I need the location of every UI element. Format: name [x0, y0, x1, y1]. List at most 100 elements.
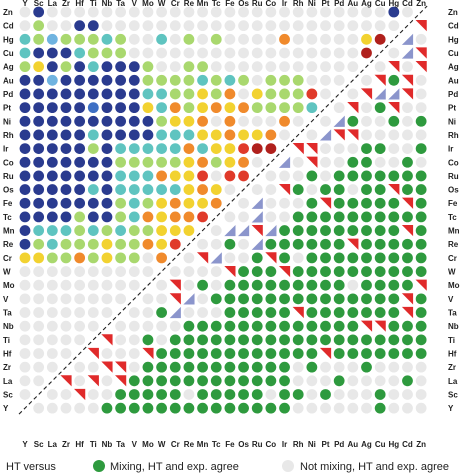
cell-triangle-blue — [183, 293, 195, 305]
cell-circle — [224, 47, 236, 59]
cell-circle — [292, 6, 304, 18]
cell-circle — [402, 375, 413, 387]
cell-circle — [183, 88, 195, 100]
cell-circle — [333, 225, 345, 236]
cell-circle — [87, 184, 99, 195]
cell-circle — [101, 197, 113, 209]
cell-circle — [33, 320, 45, 332]
cell-circle — [19, 170, 31, 182]
cell-circle — [265, 115, 277, 127]
x-tick-label-top: Co — [266, 0, 277, 8]
cell-circle — [238, 279, 249, 291]
cell-circle — [169, 184, 181, 195]
cell-circle — [197, 33, 208, 45]
cell-circle — [347, 211, 359, 223]
cell-circle — [224, 6, 236, 18]
cell-circle — [347, 47, 359, 59]
cell-circle — [210, 33, 222, 45]
cell-circle — [87, 33, 99, 45]
cell-circle — [347, 6, 359, 18]
cell-circle — [279, 61, 290, 73]
cell-circle — [128, 156, 140, 168]
cell-circle — [388, 74, 400, 86]
cell-circle — [374, 402, 386, 414]
cell-circle — [19, 361, 31, 373]
y-tick-label-right: Mn — [448, 227, 460, 236]
cell-circle — [115, 279, 127, 291]
cell-circle — [19, 307, 31, 318]
cell-circle — [156, 170, 168, 182]
cell-circle — [265, 74, 277, 86]
cell-triangle-red — [74, 388, 86, 401]
cell-triangle-red — [401, 197, 414, 209]
cell-circle — [415, 33, 427, 45]
legend-item-2: Mixing, HT and exp. agree — [110, 461, 239, 473]
cell-circle — [279, 375, 290, 387]
cell-circle — [265, 238, 277, 250]
cell-circle — [415, 293, 427, 305]
cell-circle — [292, 348, 304, 359]
cell-circle — [402, 102, 413, 114]
cell-circle — [347, 156, 359, 168]
cell-circle — [292, 238, 304, 250]
cell-circle — [183, 252, 195, 264]
cell-circle — [197, 61, 208, 73]
cell-circle — [142, 307, 154, 318]
cell-circle — [361, 115, 372, 127]
x-tick-label-bottom: Pd — [334, 440, 344, 449]
x-tick-label-top: Rh — [293, 0, 304, 8]
y-tick-label-left: La — [3, 377, 13, 386]
cell-circle — [115, 211, 127, 223]
cell-circle — [402, 389, 413, 400]
cell-circle — [251, 375, 263, 387]
cell-circle — [197, 375, 208, 387]
cell-circle — [320, 225, 331, 236]
y-tick-label-right: Cr — [448, 254, 457, 263]
cell-circle — [251, 47, 263, 59]
cell-circle — [197, 102, 208, 114]
cell-circle — [46, 252, 58, 264]
cell-circle — [87, 115, 99, 127]
y-tick-label-right: Rh — [448, 131, 459, 140]
cell-circle — [224, 143, 236, 155]
cell-circle — [224, 293, 236, 305]
cell-circle — [197, 156, 208, 168]
cell-circle — [169, 361, 181, 373]
cell-triangle-blue — [278, 156, 291, 168]
cell-circle — [320, 238, 331, 250]
cell-circle — [115, 6, 127, 18]
cell-circle — [374, 102, 386, 114]
x-tick-label-bottom: W — [158, 440, 166, 449]
cell-circle — [33, 6, 45, 18]
cell-circle — [101, 74, 113, 86]
cell-circle — [142, 20, 154, 32]
y-tick-label-left: Ti — [3, 336, 10, 345]
cell-circle — [374, 197, 386, 209]
x-tick-label-top: Ru — [252, 0, 263, 8]
cell-circle — [265, 211, 277, 223]
x-tick-label-bottom: Ni — [308, 440, 316, 449]
cell-circle — [251, 102, 263, 114]
cell-circle — [128, 361, 140, 373]
cell-circle — [115, 115, 127, 127]
cell-circle — [169, 225, 181, 236]
cell-circle — [74, 238, 86, 250]
cell-circle — [183, 156, 195, 168]
cell-triangle-red — [401, 293, 414, 305]
y-tick-label-right: Nb — [448, 322, 459, 331]
cell-circle — [156, 115, 168, 127]
cell-circle — [19, 266, 31, 277]
cell-circle — [115, 156, 127, 168]
cell-circle — [74, 129, 86, 141]
y-tick-label-left: V — [3, 295, 9, 304]
cell-triangle-blue — [333, 115, 345, 127]
cell-circle — [46, 334, 58, 346]
cell-circle — [33, 279, 45, 291]
cell-circle — [374, 211, 386, 223]
x-tick-label-bottom: V — [132, 440, 138, 449]
cell-circle — [265, 197, 277, 209]
cell-circle — [374, 279, 386, 291]
cell-circle — [265, 307, 277, 318]
cell-circle — [46, 6, 58, 18]
cell-circle — [101, 102, 113, 114]
